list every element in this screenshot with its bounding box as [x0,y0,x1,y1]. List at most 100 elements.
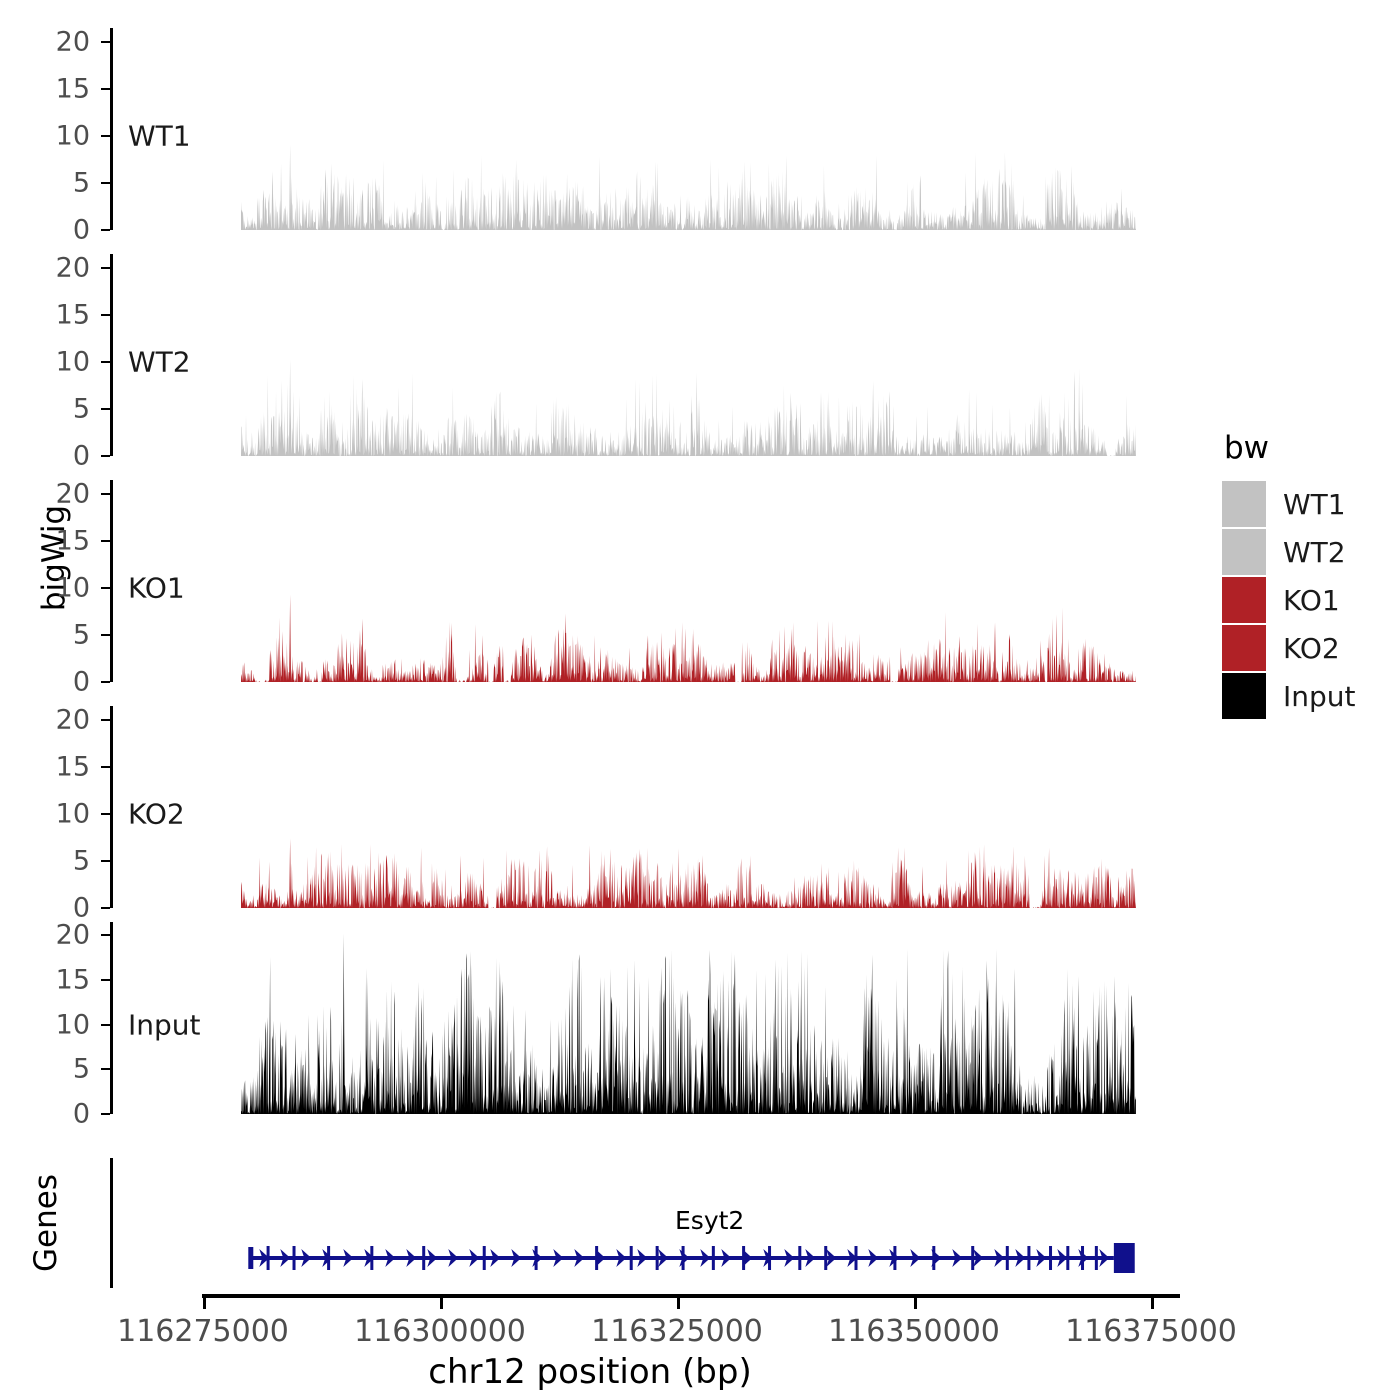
x-tick-label: 116275000 [117,1314,289,1349]
y-tick-wt1-20: 20 [56,27,110,58]
legend-label: KO1 [1283,583,1340,617]
y-axis-line-wt1 [110,28,113,230]
y-axis-line-ko1 [110,480,113,682]
y-tick-label: 5 [72,619,90,651]
y-tick-wt2-10: 10 [56,347,110,378]
x-tick-label: 116325000 [591,1314,763,1349]
track-panel-ko1: 0 5 10 15 20 KO1 [56,479,1180,698]
track-label-input: Input [128,1008,201,1042]
x-axis-line [202,1294,1180,1298]
coverage-area-wt2 [113,254,1180,456]
y-tick-label: 20 [55,704,90,736]
legend-label: WT2 [1283,535,1346,569]
y-axis-title-genes: Genes [28,1174,64,1272]
y-tick-label: 15 [55,73,90,105]
y-tick-input-0: 0 [73,1099,110,1130]
y-tick-input-20: 20 [56,920,110,951]
y-tick-label: 0 [72,1098,90,1130]
y-tick-label: 10 [55,572,90,604]
y-tick-wt1-0: 0 [73,215,110,246]
legend-swatch-wt2 [1222,529,1266,575]
coverage-area-wt1 [113,28,1180,230]
coverage-area-ko2 [113,706,1180,908]
y-tick-label: 0 [72,214,90,246]
legend-label: KO2 [1283,631,1340,665]
y-tick-ko1-5: 5 [73,620,110,651]
y-tick-wt1-10: 10 [56,121,110,152]
y-tick-input-15: 15 [56,965,110,996]
legend-title: bw [1224,430,1270,466]
legend-item-ko1[interactable]: KO1 [1222,576,1397,624]
y-tick-label: 10 [55,346,90,378]
track-label-wt1: WT1 [128,119,191,153]
y-tick-label: 20 [55,26,90,58]
x-tick-label: 116300000 [354,1314,526,1349]
legend-swatch-ko2 [1222,625,1266,671]
track-label-wt2: WT2 [128,345,191,379]
legend-item-ko2[interactable]: KO2 [1222,624,1397,672]
legend: bw WT1 WT2 KO1 KO2 Input [1222,430,1397,720]
y-tick-label: 20 [55,252,90,284]
coverage-area-ko1 [113,480,1180,682]
coverage-area-input [113,922,1180,1114]
y-tick-label: 5 [72,1053,90,1085]
y-tick-label: 20 [55,919,90,951]
y-tick-ko2-10: 10 [56,799,110,830]
y-tick-wt2-5: 5 [73,394,110,425]
y-tick-ko2-20: 20 [56,705,110,736]
y-tick-wt1-15: 15 [56,74,110,105]
track-panel-input: 0 5 10 15 20 Input [56,920,1180,1130]
y-axis-line-wt2 [110,254,113,456]
legend-item-wt2[interactable]: WT2 [1222,528,1397,576]
y-tick-label: 5 [72,393,90,425]
y-tick-wt2-20: 20 [56,253,110,284]
y-axis-line-ko2 [110,706,113,908]
y-tick-label: 15 [55,751,90,783]
legend-label: Input [1283,679,1356,713]
track-panel-wt2: 0 5 10 15 20 WT2 [56,253,1180,472]
y-tick-label: 10 [55,120,90,152]
legend-swatch-input [1222,673,1266,719]
x-tick-116325000 [677,1298,680,1309]
y-tick-ko1-10: 10 [56,573,110,604]
y-tick-ko2-15: 15 [56,752,110,783]
y-tick-label: 0 [72,666,90,698]
track-panel-wt1: 0 5 10 15 20 WT1 [56,27,1180,246]
legend-items: WT1 WT2 KO1 KO2 Input [1222,480,1397,720]
y-axis-line-input [110,922,113,1114]
genes-axis-line [110,1158,113,1288]
x-tick-116275000 [203,1298,206,1309]
y-tick-label: 15 [55,299,90,331]
y-tick-label: 10 [55,798,90,830]
legend-swatch-wt1 [1222,481,1266,527]
genes-panel: Esyt2 [110,1158,1180,1288]
y-tick-label: 20 [55,478,90,510]
x-axis-title: chr12 position (bp) [428,1352,752,1392]
legend-item-wt1[interactable]: WT1 [1222,480,1397,528]
legend-swatch-ko1 [1222,577,1266,623]
y-tick-label: 0 [72,892,90,924]
y-tick-wt2-15: 15 [56,300,110,331]
track-label-ko1: KO1 [128,571,185,605]
y-tick-label: 15 [55,525,90,557]
y-tick-ko2-5: 5 [73,846,110,877]
x-tick-label: 116350000 [828,1314,1000,1349]
legend-item-input[interactable]: Input [1222,672,1397,720]
y-tick-label: 5 [72,845,90,877]
y-tick-ko2-0: 0 [73,893,110,924]
y-tick-label: 10 [55,1009,90,1041]
y-tick-wt2-0: 0 [73,441,110,472]
y-tick-wt1-5: 5 [73,168,110,199]
y-tick-label: 15 [55,964,90,996]
y-tick-input-5: 5 [73,1054,110,1085]
x-tick-116350000 [914,1298,917,1309]
x-tick-116375000 [1151,1298,1154,1309]
x-tick-label: 116375000 [1065,1314,1237,1349]
y-tick-ko1-15: 15 [56,526,110,557]
gene-model [113,1158,1180,1288]
y-tick-ko1-20: 20 [56,479,110,510]
legend-label: WT1 [1283,487,1346,521]
y-tick-label: 5 [72,167,90,199]
y-tick-input-10: 10 [56,1009,110,1040]
